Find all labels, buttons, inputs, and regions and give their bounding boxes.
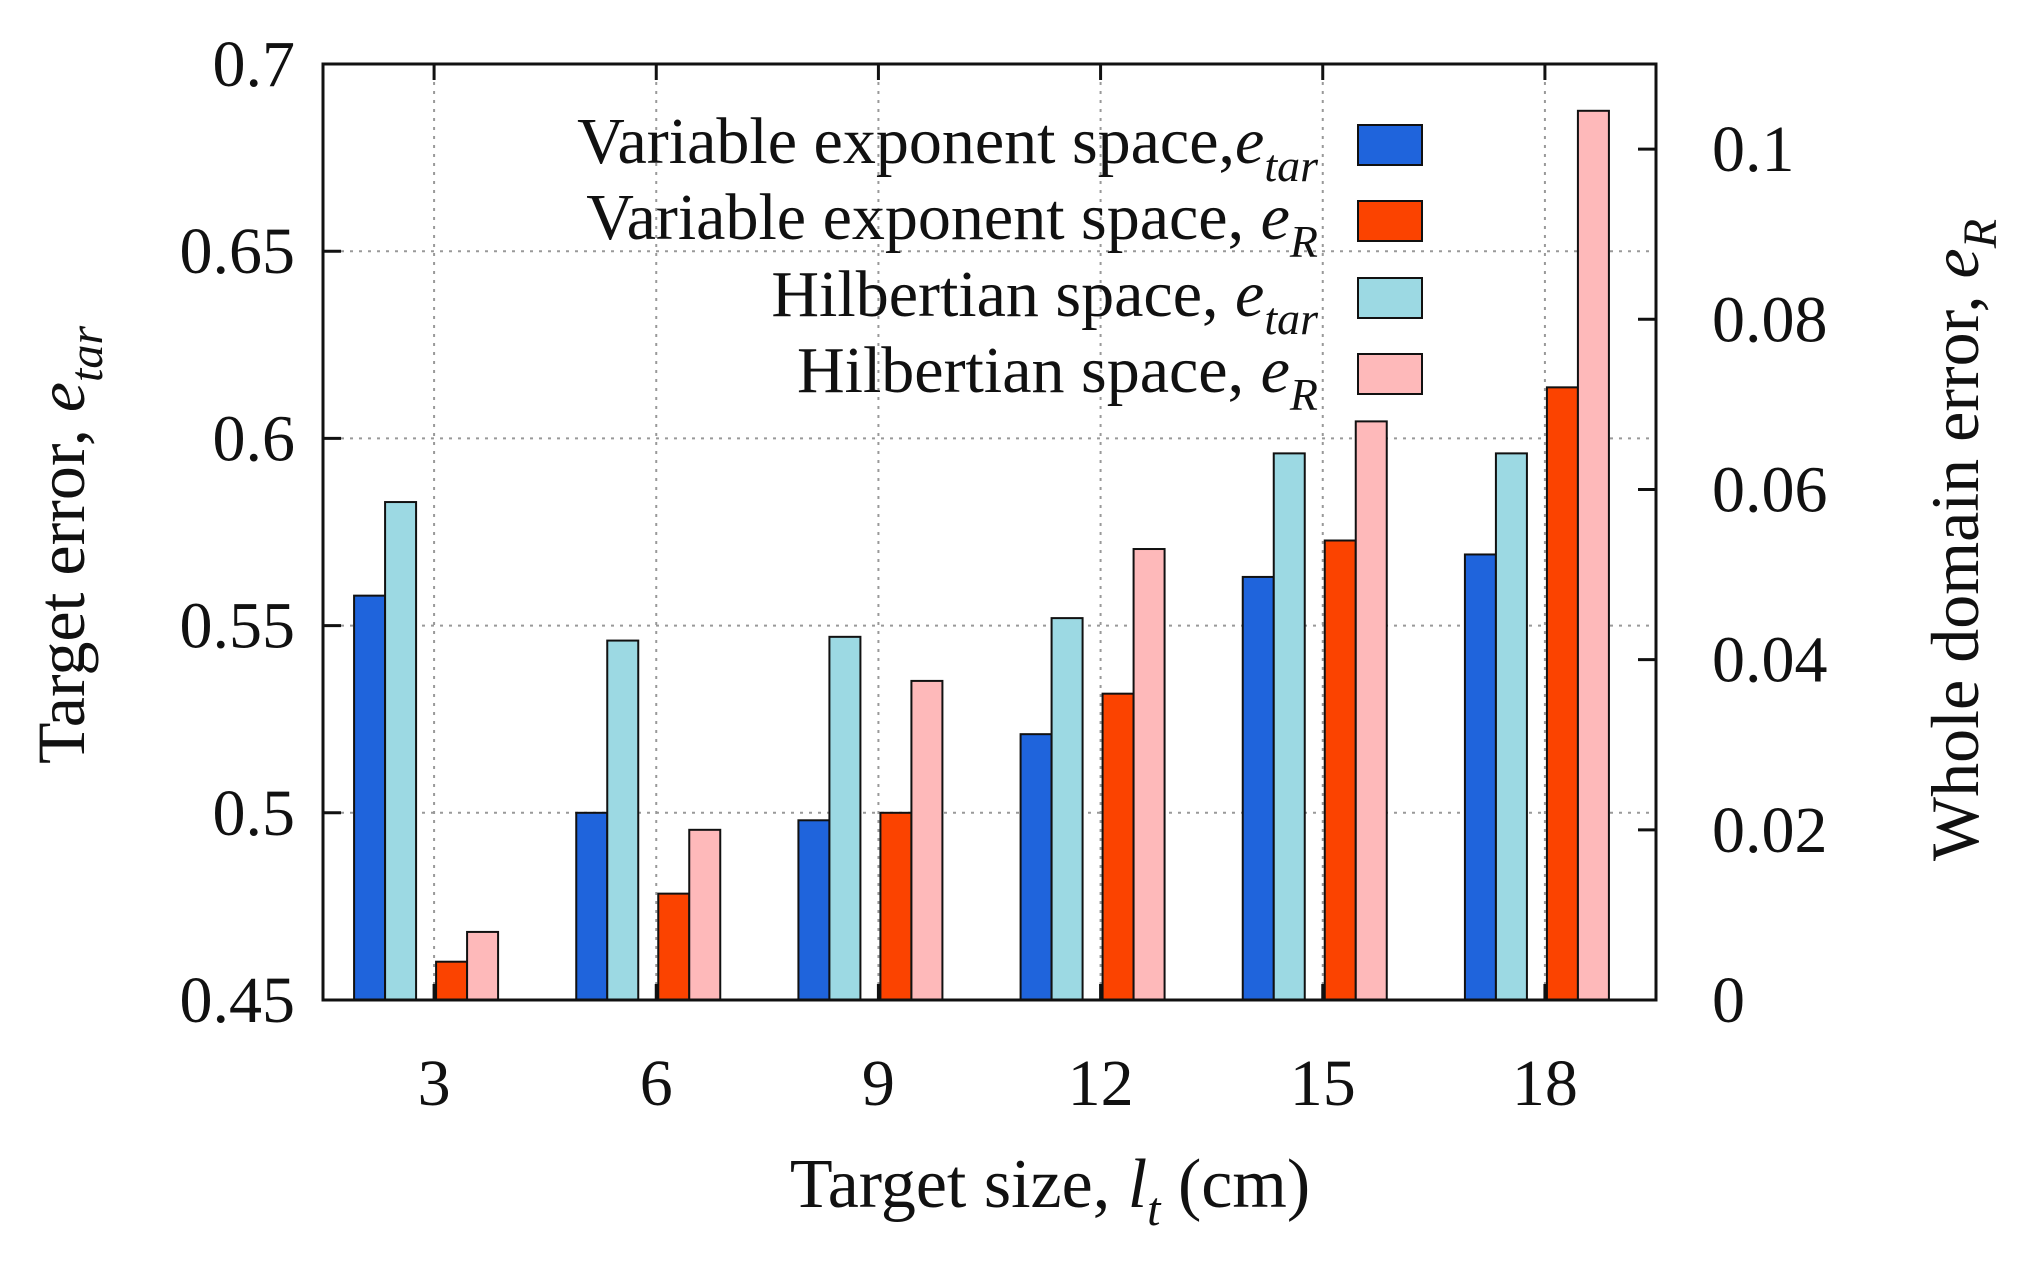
legend-label-text: Hilbertian space,: [771, 258, 1235, 331]
bar-eR-series-2-cat-6: [657, 892, 691, 1001]
y-left-tick-label: 0.65: [180, 215, 296, 288]
x-tick-label: 15: [1290, 1047, 1356, 1120]
y-axis-right-label-text: Whole domain error,: [1917, 278, 1993, 861]
bar-etar-series-0-cat-15: [1241, 575, 1275, 1001]
y-axis-left-label-text: Target error,: [23, 412, 99, 764]
y-left-tick-label: 0.6: [213, 402, 296, 475]
bar-etar-series-1-cat-18: [1494, 452, 1528, 1002]
bar-etar-series-0-cat-18: [1463, 553, 1497, 1001]
bar-etar-series-1-cat-12: [1050, 617, 1084, 1001]
legend-label: Variable exponent space,etar: [577, 105, 1319, 191]
y-left-tick-label: 0.7: [213, 28, 296, 101]
x-tick-label: 3: [418, 1047, 451, 1120]
legend-label-sub: tar: [1264, 293, 1319, 344]
y-right-tick-label: 0.1: [1712, 113, 1795, 186]
legend-label-text: Hilbertian space,: [797, 334, 1261, 407]
legend-label: Hilbertian space, etar: [771, 258, 1319, 344]
bar-etar-series-1-cat-3: [384, 501, 418, 1001]
y-right-tick-label: 0: [1712, 964, 1745, 1037]
legend-label-var: e: [1235, 258, 1264, 331]
bar-etar-series-0-cat-9: [797, 819, 831, 1002]
bar-etar-series-0-cat-12: [1019, 733, 1053, 1002]
bar-etar-series-1-cat-6: [606, 639, 640, 1001]
bar-eR-series-3-cat-12: [1132, 548, 1166, 1001]
x-tick-label: 18: [1512, 1047, 1578, 1120]
legend-label-text: Variable exponent space,: [577, 105, 1235, 178]
x-axis-label-text: Target size,: [790, 1146, 1128, 1223]
legend-label: Variable exponent space, eR: [586, 181, 1318, 267]
y-axis-left-label-sub: tar: [60, 326, 113, 382]
bar-eR-series-2-cat-12: [1101, 692, 1135, 1001]
bar-eR-series-3-cat-6: [688, 828, 722, 1001]
legend-label-sub: tar: [1264, 140, 1319, 191]
y-left-tick-label: 0.55: [180, 590, 296, 663]
bar-eR-series-2-cat-9: [879, 811, 913, 1001]
axis-ticks: 0.45 0.5 0.55 0.6 0.65 0.7 0 0.02 0.04 0.06 0.08 0.…: [180, 28, 1828, 1120]
x-axis-label: Target size, lt (cm): [790, 1146, 1310, 1236]
y-axis-right-label-sub: R: [1954, 219, 2007, 249]
legend-label-sub: R: [1289, 369, 1318, 420]
x-axis-label-var: l: [1128, 1146, 1147, 1223]
x-tick-label: 6: [640, 1047, 673, 1120]
x-axis-label-unit: (cm): [1161, 1146, 1311, 1223]
y-left-tick-label: 0.5: [213, 777, 296, 850]
bar-eR-series-3-cat-18: [1576, 109, 1610, 1002]
y-left-tick-label: 0.45: [180, 964, 296, 1037]
bar-etar-series-0-cat-3: [353, 594, 387, 1001]
x-axis-label-sub: t: [1147, 1183, 1162, 1236]
legend-label-var: e: [1261, 181, 1290, 254]
bar-etar-series-1-cat-15: [1272, 452, 1306, 1002]
y-axis-left-label-var: e: [23, 382, 99, 412]
bar-eR-series-2-cat-3: [435, 960, 469, 1002]
y-right-tick-label: 0.06: [1712, 453, 1828, 526]
bar-eR-series-3-cat-3: [466, 930, 500, 1001]
plot-frame: [321, 62, 1658, 1002]
bar-groups: [353, 109, 1610, 1002]
legend-label: Hilbertian space, eR: [797, 334, 1318, 420]
bar-etar-series-1-cat-9: [828, 635, 862, 1001]
bar-eR-series-3-cat-9: [910, 679, 944, 1002]
legend-swatch: [1357, 353, 1423, 395]
grid-lines: [323, 64, 1656, 1000]
y-right-tick-label: 0.02: [1712, 794, 1828, 867]
bar-eR-series-3-cat-15: [1354, 420, 1388, 1001]
legend-swatch: [1357, 124, 1423, 166]
bar-etar-series-0-cat-6: [575, 811, 609, 1001]
x-tick-label: 12: [1068, 1047, 1134, 1120]
legend-label-var: e: [1261, 334, 1290, 407]
y-right-tick-label: 0.08: [1712, 283, 1828, 356]
y-axis-right-label-var: e: [1917, 248, 1993, 278]
legend-swatch: [1357, 200, 1423, 242]
bar-eR-series-2-cat-15: [1323, 539, 1357, 1001]
legend-swatch: [1357, 277, 1423, 319]
bar-eR-series-2-cat-18: [1545, 386, 1579, 1001]
y-axis-right-label: Whole domain error, eR: [1917, 219, 2007, 861]
y-axis-left-label: Target error, etar: [23, 326, 113, 764]
legend-label-text: Variable exponent space,: [586, 181, 1260, 254]
x-tick-label: 9: [862, 1047, 895, 1120]
y-right-tick-label: 0.04: [1712, 624, 1828, 697]
legend-label-sub: R: [1289, 216, 1318, 267]
legend-label-var: e: [1235, 105, 1264, 178]
